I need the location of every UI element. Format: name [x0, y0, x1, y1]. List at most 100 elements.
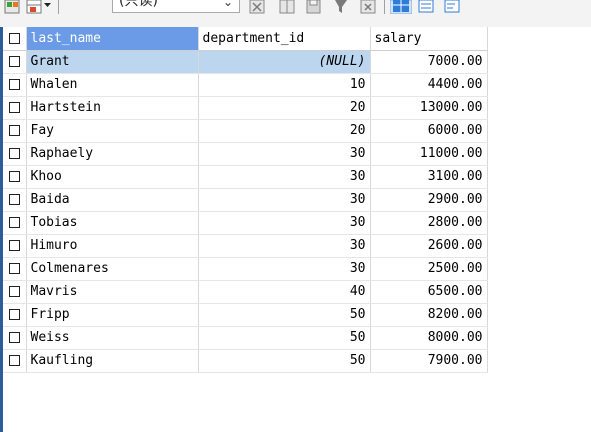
row-checkbox[interactable]: [8, 56, 20, 67]
cell-last-name[interactable]: Kaufling: [26, 349, 199, 373]
cell-last-name[interactable]: Colmenares: [26, 257, 199, 281]
cell-last-name[interactable]: Tobias: [26, 211, 199, 235]
delete-icon[interactable]: [332, 0, 350, 14]
table-row[interactable]: Colmenares 30 2500.00: [3, 257, 488, 281]
cell-salary[interactable]: 2900.00: [370, 188, 488, 212]
cell-salary[interactable]: 3100.00: [370, 165, 488, 189]
cell-last-name[interactable]: Raphaely: [26, 142, 199, 166]
row-select-cell[interactable]: [3, 349, 27, 373]
grid-view-icon[interactable]: [390, 0, 412, 14]
select-all-cell[interactable]: [3, 27, 27, 51]
table-row[interactable]: Hartstein 20 13000.00: [3, 96, 488, 120]
row-checkbox[interactable]: [8, 148, 20, 159]
cell-department-id[interactable]: 30: [198, 188, 371, 212]
cell-department-id[interactable]: 50: [198, 349, 371, 373]
row-select-cell[interactable]: [3, 165, 27, 189]
chevron-down-icon[interactable]: [43, 0, 52, 14]
text-view-icon[interactable]: [443, 0, 461, 14]
row-checkbox[interactable]: [8, 102, 20, 113]
table-row[interactable]: Raphaely 30 11000.00: [3, 142, 488, 166]
row-select-cell[interactable]: [3, 96, 27, 120]
mode-select[interactable]: (只读) ⌄: [112, 0, 240, 13]
cell-salary[interactable]: 11000.00: [370, 142, 488, 166]
table-row[interactable]: Weiss 50 8000.00: [3, 326, 488, 350]
row-select-cell[interactable]: [3, 142, 27, 166]
cell-salary[interactable]: 2500.00: [370, 257, 488, 281]
row-select-cell[interactable]: [3, 50, 27, 74]
filter-icon[interactable]: [26, 0, 44, 14]
row-checkbox[interactable]: [8, 125, 20, 136]
column-header-department-id[interactable]: department_id: [198, 27, 371, 51]
table-row[interactable]: Fripp 50 8200.00: [3, 303, 488, 327]
export-icon[interactable]: [4, 0, 20, 14]
cell-department-id[interactable]: 10: [198, 73, 371, 97]
table-row[interactable]: Kaufling 50 7900.00: [3, 349, 488, 373]
cell-salary[interactable]: 8000.00: [370, 326, 488, 350]
table-row[interactable]: Tobias 30 2800.00: [3, 211, 488, 235]
save-icon[interactable]: [305, 0, 323, 14]
cell-department-id[interactable]: 50: [198, 303, 371, 327]
cell-last-name[interactable]: Whalen: [26, 73, 199, 97]
row-select-cell[interactable]: [3, 303, 27, 327]
cell-last-name[interactable]: Baida: [26, 188, 199, 212]
column-header-salary[interactable]: salary: [370, 27, 488, 51]
table-row[interactable]: Grant (NULL) 7000.00: [3, 50, 488, 74]
cell-salary[interactable]: 7000.00: [370, 50, 488, 74]
clear-filter-icon[interactable]: [249, 0, 267, 14]
cell-salary[interactable]: 2600.00: [370, 234, 488, 258]
cell-last-name[interactable]: Himuro: [26, 234, 199, 258]
row-select-cell[interactable]: [3, 257, 27, 281]
cell-last-name[interactable]: Weiss: [26, 326, 199, 350]
table-row[interactable]: Whalen 10 4400.00: [3, 73, 488, 97]
table-row[interactable]: Fay 20 6000.00: [3, 119, 488, 143]
cell-department-id[interactable]: 30: [198, 257, 371, 281]
select-all-checkbox[interactable]: [8, 32, 20, 44]
cell-last-name[interactable]: Hartstein: [26, 96, 199, 120]
filter-icon[interactable]: [279, 0, 297, 14]
row-select-cell[interactable]: [3, 326, 27, 350]
row-checkbox[interactable]: [8, 217, 20, 228]
cell-department-id[interactable]: (NULL): [198, 50, 371, 74]
cell-salary[interactable]: 7900.00: [370, 349, 488, 373]
row-select-cell[interactable]: [3, 234, 27, 258]
row-checkbox[interactable]: [8, 263, 20, 274]
row-checkbox[interactable]: [8, 309, 20, 320]
cell-salary[interactable]: 8200.00: [370, 303, 488, 327]
cell-salary[interactable]: 4400.00: [370, 73, 488, 97]
cell-department-id[interactable]: 30: [198, 211, 371, 235]
table-row[interactable]: Himuro 30 2600.00: [3, 234, 488, 258]
row-select-cell[interactable]: [3, 280, 27, 304]
table-row[interactable]: Baida 30 2900.00: [3, 188, 488, 212]
cell-salary[interactable]: 2800.00: [370, 211, 488, 235]
cell-department-id[interactable]: 50: [198, 326, 371, 350]
table-row[interactable]: Khoo 30 3100.00: [3, 165, 488, 189]
row-checkbox[interactable]: [8, 79, 20, 90]
row-select-cell[interactable]: [3, 188, 27, 212]
cell-department-id[interactable]: 30: [198, 165, 371, 189]
table-row[interactable]: Mavris 40 6500.00: [3, 280, 488, 304]
cell-department-id[interactable]: 40: [198, 280, 371, 304]
cell-salary[interactable]: 13000.00: [370, 96, 488, 120]
form-view-icon[interactable]: [417, 0, 435, 14]
column-header-last-name[interactable]: last_name: [26, 27, 199, 51]
cell-department-id[interactable]: 20: [198, 119, 371, 143]
row-select-cell[interactable]: [3, 73, 27, 97]
cell-last-name[interactable]: Fripp: [26, 303, 199, 327]
row-checkbox[interactable]: [8, 286, 20, 297]
row-checkbox[interactable]: [8, 194, 20, 205]
cell-last-name[interactable]: Khoo: [26, 165, 199, 189]
cell-salary[interactable]: 6500.00: [370, 280, 488, 304]
row-select-cell[interactable]: [3, 211, 27, 235]
row-checkbox[interactable]: [8, 332, 20, 343]
cell-salary[interactable]: 6000.00: [370, 119, 488, 143]
row-checkbox[interactable]: [8, 240, 20, 251]
cell-last-name[interactable]: Mavris: [26, 280, 199, 304]
cell-department-id[interactable]: 20: [198, 96, 371, 120]
row-checkbox[interactable]: [8, 355, 20, 366]
cell-department-id[interactable]: 30: [198, 234, 371, 258]
row-select-cell[interactable]: [3, 119, 27, 143]
cell-last-name[interactable]: Grant: [26, 50, 199, 74]
cell-last-name[interactable]: Fay: [26, 119, 199, 143]
clear-filter-icon[interactable]: [360, 0, 378, 14]
row-checkbox[interactable]: [8, 171, 20, 182]
